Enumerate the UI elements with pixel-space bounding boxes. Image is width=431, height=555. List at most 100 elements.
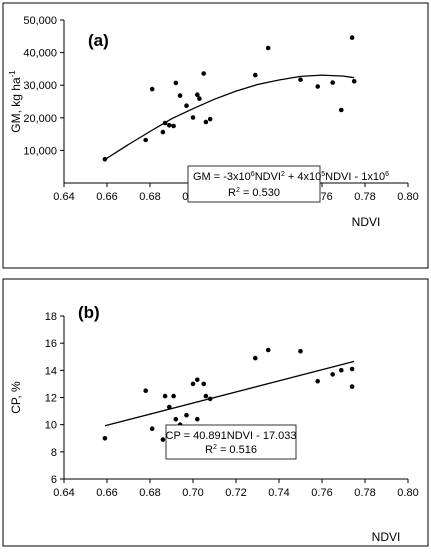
- y-tick-label: 10: [45, 420, 57, 432]
- panel-label: (b): [78, 303, 100, 322]
- data-point: [330, 80, 336, 85]
- data-point: [349, 35, 355, 40]
- x-tick-label: 0.78: [354, 191, 375, 203]
- data-point: [315, 84, 321, 89]
- data-point: [149, 426, 155, 432]
- y-axis-title-text: GM, kg ha: [9, 77, 23, 133]
- x-tick-label: 0.78: [354, 487, 375, 499]
- data-point: [102, 156, 108, 162]
- x-axis-title: NDVI: [352, 215, 381, 229]
- y-tick-label: 16: [45, 338, 57, 350]
- data-point: [253, 72, 258, 78]
- data-point: [315, 378, 321, 384]
- data-point: [184, 103, 189, 108]
- data-point: [207, 396, 213, 402]
- x-tick-label: 0.74: [268, 487, 289, 499]
- y-tick-label: 30,000: [23, 80, 57, 92]
- data-point: [203, 119, 209, 125]
- y-tick-label: 20,000: [23, 113, 57, 125]
- data-point: [195, 92, 200, 97]
- data-point: [160, 129, 166, 135]
- y-tick-label: 50,000: [23, 15, 57, 27]
- data-point: [162, 393, 168, 399]
- x-tick-label: 0.70: [182, 487, 203, 499]
- data-point: [201, 71, 206, 76]
- x-tick-label: 0.68: [139, 487, 160, 499]
- data-point: [203, 393, 209, 399]
- data-point: [190, 115, 196, 120]
- r-squared-value: = 0.516: [217, 444, 257, 456]
- data-point: [351, 79, 357, 84]
- data-point: [201, 381, 206, 387]
- r-squared-prefix: R: [205, 444, 213, 456]
- x-tick-label: 0.66: [96, 191, 117, 203]
- data-point: [195, 377, 200, 383]
- equation-text: CP = 40.891NDVI - 17.033: [166, 430, 297, 442]
- y-axis-title: GM, kg ha-1: [8, 70, 23, 133]
- data-point: [253, 355, 258, 361]
- r-squared-prefix: R: [228, 187, 236, 199]
- y-tick-label: 18: [45, 311, 57, 323]
- r-squared-superscript: 2: [236, 187, 240, 194]
- data-point: [265, 45, 271, 51]
- y-tick-label: 10,000: [23, 145, 57, 157]
- data-point: [149, 86, 155, 92]
- r-squared-superscript: 2: [213, 444, 217, 451]
- data-point: [330, 372, 336, 377]
- data-point: [160, 437, 166, 442]
- data-point: [167, 123, 172, 128]
- equation-part: NDVI - 1x10: [325, 171, 385, 183]
- data-point: [171, 123, 176, 129]
- data-point: [177, 93, 183, 98]
- data-point: [171, 393, 176, 399]
- equation-superscript: 6: [385, 171, 389, 178]
- x-axis-title: NDVI: [372, 530, 401, 544]
- x-tick-label: 0.68: [139, 191, 160, 203]
- panel-a: 0.640.660.680.700.720.740.760.780.8010,0…: [2, 2, 429, 269]
- equation-superscript: 5: [321, 171, 325, 178]
- data-point: [265, 347, 271, 353]
- data-point: [339, 107, 344, 113]
- data-point: [207, 116, 213, 122]
- y-tick-label: 40,000: [23, 48, 57, 60]
- panel-label: (a): [88, 31, 109, 50]
- x-tick-label: 0.64: [53, 487, 74, 499]
- data-point: [349, 366, 355, 372]
- trendline: [104, 74, 355, 161]
- trendline: [104, 360, 355, 427]
- x-tick-label: 0.80: [397, 191, 418, 203]
- panel-b: 0.64 0.66 0.68 0.70 0.72 0.74 0.76 0.78 0.80 6 8 10…: [2, 278, 429, 547]
- x-tick-label: 0.76: [311, 487, 332, 499]
- y-tick-label: 8: [51, 447, 57, 459]
- y-axis-title-superscript: -1: [8, 70, 17, 78]
- data-point: [349, 384, 355, 389]
- equation-box: [187, 165, 321, 203]
- x-tick-label: 0.64: [53, 191, 74, 203]
- x-tick-label: 0.72: [225, 487, 246, 499]
- data-point: [143, 388, 148, 394]
- equation-part: GM = -3x10: [193, 171, 251, 183]
- data-point: [298, 349, 303, 354]
- data-point: [190, 381, 196, 387]
- data-point: [167, 404, 172, 410]
- r-squared-text: R2 = 0.530: [228, 187, 280, 199]
- panel-frame: [2, 2, 429, 269]
- panel-frame: [2, 278, 429, 547]
- equation-text: GM = -3x106NDVI2 + 4x105NDVI - 1x106: [193, 171, 389, 183]
- equation-superscript: 6: [251, 171, 255, 178]
- equation-part: + 4x10: [285, 171, 321, 183]
- data-point: [195, 416, 200, 422]
- data-point: [298, 77, 303, 82]
- data-point: [339, 368, 344, 373]
- data-point: [173, 416, 179, 422]
- y-axis-title-text: CP, %: [9, 381, 23, 414]
- x-tick-label: 0.80: [397, 487, 418, 499]
- equation-superscript: 2: [281, 171, 285, 178]
- data-point: [197, 96, 202, 101]
- r-squared-text: R2 = 0.516: [205, 444, 257, 456]
- y-tick-label: 6: [51, 474, 57, 486]
- y-tick-label: 14: [45, 365, 57, 377]
- r-squared-value: = 0.530: [240, 187, 280, 199]
